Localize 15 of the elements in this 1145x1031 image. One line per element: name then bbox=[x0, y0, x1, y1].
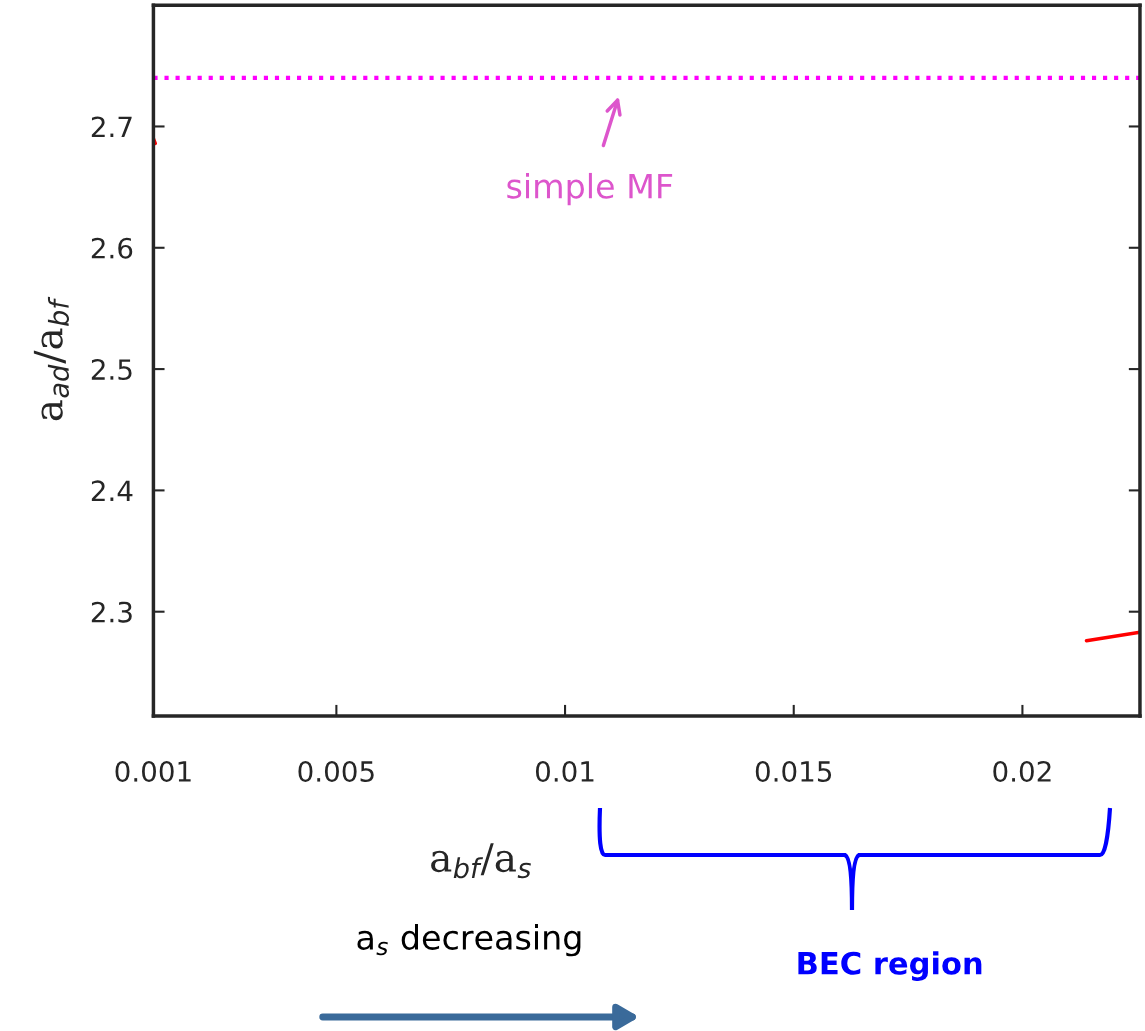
y-tick-label: 2.4 bbox=[91, 480, 133, 501]
y-tick-label: 2.7 bbox=[91, 116, 132, 138]
x-tick-label: 0.015 bbox=[755, 760, 832, 782]
text: BEC region bbox=[798, 951, 982, 981]
x-axis-title: a$_{bf}$/a$_{s}$ bbox=[431, 843, 531, 879]
x-tick-label: 0.001 bbox=[115, 760, 191, 782]
y-tick-label: 2.6 bbox=[91, 237, 133, 259]
x-tick-label: 0.01 bbox=[535, 760, 594, 782]
text: a$_{s}$ decreasing bbox=[357, 924, 581, 957]
annotation: simple MF bbox=[507, 172, 673, 206]
x-tick-label: 0.02 bbox=[993, 760, 1051, 782]
y-tick-label: 2.3 bbox=[91, 601, 132, 623]
y-axis-title: a$_{ad}$/a$_{bf}$ bbox=[33, 296, 70, 421]
y-tick-label: 2.5 bbox=[91, 359, 132, 381]
x-tick-label: 0.005 bbox=[298, 760, 374, 782]
